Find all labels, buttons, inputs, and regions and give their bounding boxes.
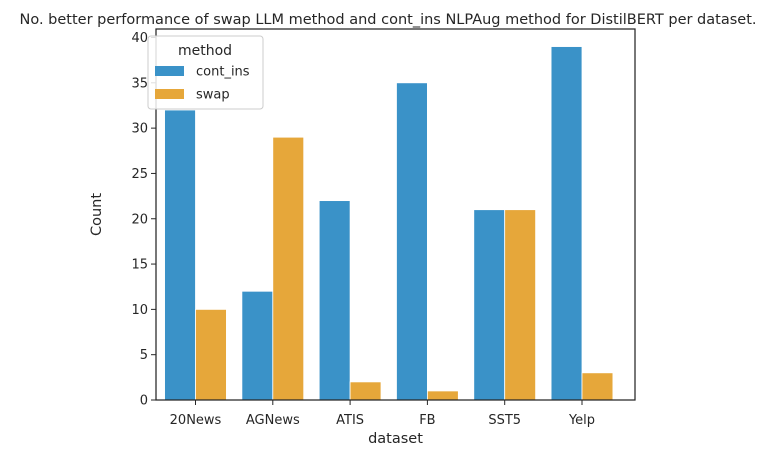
y-tick-label: 5 [140, 348, 148, 363]
y-axis-label: Count [89, 193, 105, 236]
y-tick-label: 30 [131, 122, 148, 137]
bar-swap-agnews [272, 136, 305, 401]
bar-cont-ins-agnews [241, 290, 274, 401]
bar-cont-ins-atis [318, 200, 351, 401]
bars-group [164, 46, 614, 401]
x-tick-label-atis: ATIS [336, 413, 364, 428]
y-axis-ticks: 0 5 10 15 20 25 30 35 40 [131, 31, 156, 409]
x-axis-ticks: 20News AGNews ATIS FB SST5 Yelp [170, 400, 595, 428]
bar-cont-ins-yelp [550, 46, 583, 401]
y-tick-label: 20 [131, 212, 148, 227]
plot-frame [155, 28, 636, 401]
legend: method cont_ins swap [147, 35, 264, 110]
bar-swap-atis [349, 381, 382, 401]
legend-label-cont-ins: cont_ins [196, 65, 250, 80]
chart-title: No. better performance of swap LLM metho… [20, 12, 757, 28]
bar-cont-ins-fb [396, 82, 428, 401]
legend-swatch-cont-ins [155, 66, 184, 76]
bar-swap-yelp [581, 372, 614, 401]
x-tick-label-agnews: AGNews [246, 413, 300, 428]
y-tick-label: 10 [131, 303, 148, 318]
x-tick-label-fb: FB [419, 413, 435, 428]
legend-title: method [178, 43, 232, 59]
legend-swatch-swap [155, 89, 184, 99]
y-tick-label: 35 [131, 76, 148, 91]
y-tick-label: 15 [131, 258, 148, 273]
bar-swap-20news [195, 308, 227, 401]
bar-cont-ins-sst5 [473, 209, 506, 401]
x-axis-label: dataset [368, 431, 423, 447]
x-tick-label-yelp: Yelp [568, 413, 595, 428]
y-tick-label: 0 [140, 394, 148, 409]
bar-swap-fb [426, 390, 459, 401]
legend-label-swap: swap [196, 88, 230, 103]
bar-swap-sst5 [504, 209, 537, 401]
y-tick-label: 40 [131, 31, 148, 46]
x-tick-label-20news: 20News [170, 413, 222, 428]
y-tick-label: 25 [131, 167, 148, 182]
x-tick-label-sst5: SST5 [488, 413, 521, 428]
bar-cont-ins-20news [164, 109, 196, 401]
